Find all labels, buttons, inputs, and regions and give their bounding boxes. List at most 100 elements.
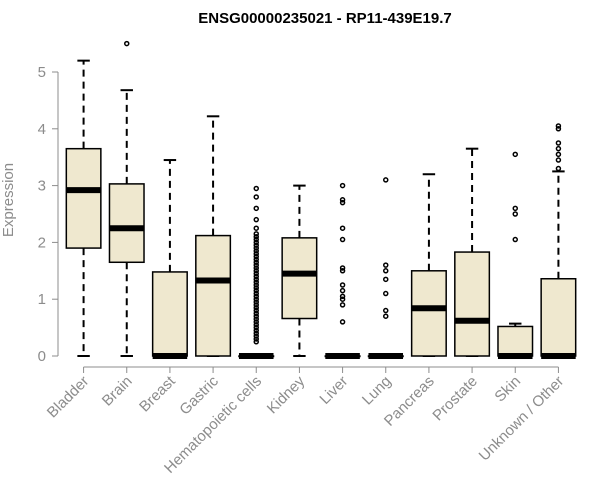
box-iqr <box>497 325 534 357</box>
x-tick-label: Lung <box>359 373 395 409</box>
y-axis-label: Expression <box>0 163 17 237</box>
outlier-point <box>253 330 259 337</box>
outlier-point <box>253 327 259 334</box>
box-5 <box>281 184 318 357</box>
outlier-point <box>253 310 259 317</box>
outlier-point <box>253 231 259 237</box>
outlier-point <box>253 194 259 200</box>
y-tick-label: 0 <box>38 348 46 365</box>
y-tick-label: 4 <box>38 121 46 138</box>
outlier-point <box>383 307 389 314</box>
outlier-point <box>253 322 259 328</box>
outlier-point <box>253 253 259 260</box>
outlier-point <box>124 40 130 47</box>
outlier-point <box>555 165 562 172</box>
outlier-point <box>253 336 259 342</box>
box-1 <box>108 40 145 357</box>
outlier-point <box>253 285 259 291</box>
outlier-point <box>555 151 562 158</box>
outlier-point <box>383 268 389 274</box>
outlier-point <box>253 339 259 345</box>
outlier-point <box>339 265 346 271</box>
outlier-point <box>383 262 389 268</box>
outlier-point <box>253 299 259 305</box>
outlier-point <box>512 205 518 212</box>
y-tick-label: 5 <box>38 64 46 81</box>
box-11 <box>540 123 577 359</box>
box-iqr <box>151 271 188 357</box>
outlier-point <box>383 313 389 319</box>
y-tick-label: 1 <box>38 291 46 308</box>
outlier-point <box>512 151 518 158</box>
outlier-point <box>253 290 259 297</box>
y-axis: 0 1 2 3 4 5 <box>38 64 59 365</box>
outlier-point <box>253 319 259 325</box>
outlier-point <box>253 282 259 288</box>
outlier-point <box>555 123 562 129</box>
outlier-point <box>253 265 259 271</box>
outlier-point <box>512 211 518 217</box>
box-3 <box>195 115 232 357</box>
outlier-point <box>512 236 518 243</box>
outlier-point <box>383 177 389 183</box>
outlier-point <box>555 157 562 163</box>
outlier-point <box>339 197 346 203</box>
y-tick-label: 3 <box>38 178 46 195</box>
outlier-point <box>253 259 259 266</box>
outlier-point <box>253 262 259 268</box>
outlier-point <box>253 287 259 294</box>
outlier-point <box>253 205 259 212</box>
chart-title: ENSG00000235021 - RP11-439E19.7 <box>198 10 452 27</box>
x-tick-label: Kidney <box>264 372 309 417</box>
x-tick-label: Brain <box>99 373 136 410</box>
box-9 <box>454 147 491 357</box>
outlier-point <box>253 268 259 274</box>
box-iqr <box>108 183 145 264</box>
box-7 <box>367 177 404 359</box>
outlier-point <box>253 251 259 257</box>
outlier-point <box>339 268 346 274</box>
outlier-point <box>253 256 259 263</box>
outlier-point <box>253 333 259 339</box>
outlier-point <box>253 216 259 223</box>
outlier-point <box>253 293 259 300</box>
box-4 <box>238 185 275 359</box>
outlier-point <box>253 236 259 243</box>
outlier-point <box>253 276 259 283</box>
outlier-point <box>253 296 259 302</box>
outlier-point <box>555 145 562 152</box>
outlier-point <box>253 248 259 254</box>
box-iqr <box>410 270 447 357</box>
box-2 <box>151 159 188 359</box>
outlier-point <box>339 236 346 243</box>
x-tick-label: Prostate <box>429 373 481 425</box>
x-tick-label: Bladder <box>44 373 93 422</box>
outlier-point <box>253 307 259 314</box>
outlier-point <box>253 270 259 277</box>
outlier-point <box>383 276 389 283</box>
outlier-point <box>339 225 346 231</box>
outlier-point <box>555 140 562 146</box>
outlier-point <box>339 182 346 189</box>
outlier-point <box>253 245 259 251</box>
outlier-point <box>253 313 259 319</box>
outlier-point <box>339 199 346 206</box>
x-tick-label: Breast <box>136 372 179 415</box>
x-tick-label: Skin <box>491 373 524 406</box>
outlier-point <box>253 242 259 248</box>
outlier-point <box>253 273 259 280</box>
box-6 <box>324 182 361 359</box>
outlier-point <box>253 304 259 311</box>
outlier-point <box>339 287 346 294</box>
y-tick-label: 2 <box>38 234 46 251</box>
box-iqr <box>65 147 102 249</box>
outlier-point <box>253 302 259 308</box>
outlier-point <box>253 185 259 192</box>
outlier-point <box>339 282 346 288</box>
outlier-point <box>253 225 259 231</box>
box-10 <box>497 151 534 359</box>
outlier-point <box>253 233 259 240</box>
box-8 <box>410 173 447 357</box>
